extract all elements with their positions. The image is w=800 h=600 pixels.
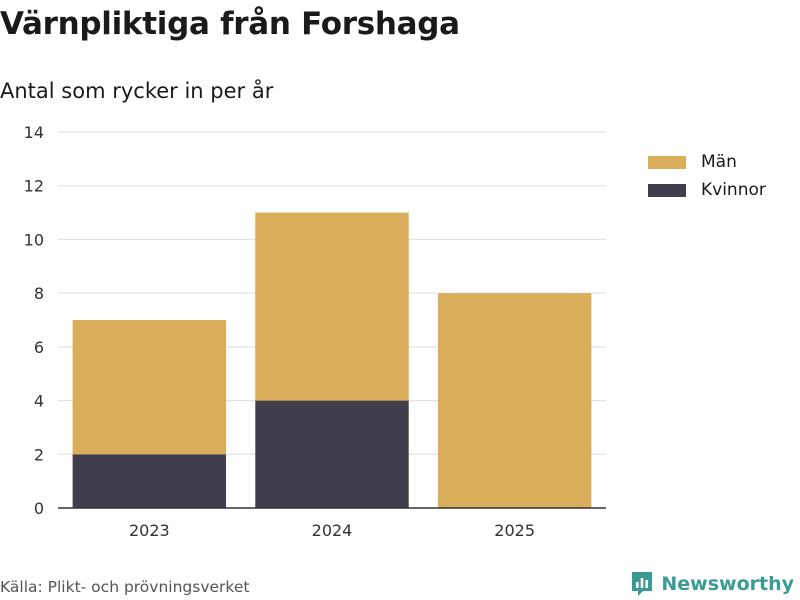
- chart-title: Värnpliktiga från Forshaga: [0, 6, 460, 42]
- y-tick-label-14: 14: [24, 123, 44, 142]
- legend: Män Kvinnor: [648, 148, 766, 204]
- legend-swatch-man: [648, 155, 686, 169]
- y-tick-label-2: 2: [34, 445, 44, 464]
- y-tick-label-6: 6: [34, 338, 44, 357]
- y-axis-ticks: 0 2 4 6 8 10 12 14: [24, 123, 44, 518]
- legend-swatch-kvinnor: [648, 183, 686, 197]
- x-axis-ticks: 2023 2024 2025: [129, 521, 535, 540]
- y-tick-label-12: 12: [24, 177, 44, 196]
- bar-2024-kvinnor: [255, 400, 409, 508]
- bar-2024-m-n: [255, 212, 409, 401]
- legend-label-kvinnor: Kvinnor: [701, 180, 766, 200]
- bar-2023-m-n: [72, 320, 227, 455]
- bars: [72, 212, 592, 508]
- y-tick-label-0: 0: [34, 499, 44, 518]
- legend-item-kvinnor[interactable]: Kvinnor: [648, 176, 766, 204]
- y-tick-label-10: 10: [24, 230, 44, 249]
- newsworthy-logo-icon: [632, 572, 653, 596]
- brand-logo[interactable]: Newsworthy: [630, 570, 794, 598]
- x-tick-label-2025: 2025: [494, 521, 535, 540]
- bar-2023-kvinnor: [72, 454, 227, 508]
- x-tick-label-2023: 2023: [129, 521, 170, 540]
- source-note: Källa: Plikt- och prövningsverket: [0, 578, 250, 596]
- legend-label-man: Män: [701, 152, 737, 172]
- y-tick-label-4: 4: [34, 392, 44, 411]
- legend-item-man[interactable]: Män: [648, 148, 766, 176]
- x-tick-label-2024: 2024: [312, 521, 353, 540]
- brand-name: Newsworthy: [661, 573, 794, 595]
- chart-subtitle: Antal som rycker in per år: [0, 79, 274, 103]
- bar-2025-m-n: [437, 293, 592, 508]
- y-tick-label-8: 8: [34, 284, 44, 303]
